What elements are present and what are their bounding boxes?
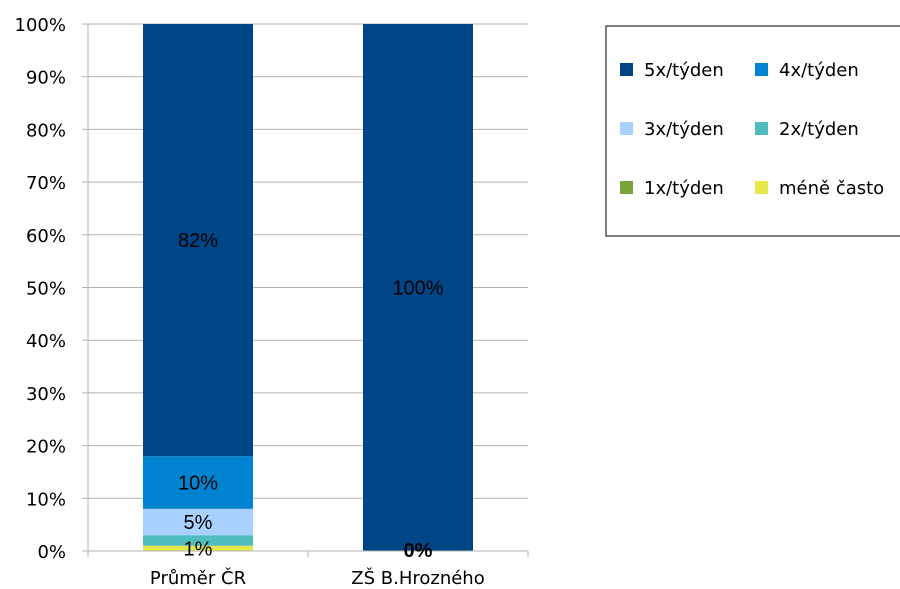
bar-segment [143, 508, 253, 536]
data-labels: 1% 5% 10% 82% 0% 100% [178, 230, 444, 562]
legend-swatch [620, 181, 633, 194]
x-category-label: ZŠ B.Hrozného [351, 567, 484, 589]
data-label: 0% [404, 540, 433, 562]
y-tick-label: 0% [37, 542, 66, 563]
y-tick-label: 100% [15, 15, 66, 36]
y-tick-label: 40% [26, 331, 66, 352]
legend: 5x/týden 4x/týden 3x/týden 2x/týden 1x/týden… [605, 25, 900, 237]
legend-swatch [755, 122, 768, 135]
y-tick-label: 20% [26, 437, 66, 458]
data-label: 82% [178, 230, 218, 252]
y-tick-label: 70% [26, 173, 66, 194]
bar-segment [143, 456, 253, 509]
legend-label: méně často [779, 178, 884, 199]
legend-swatch [755, 181, 768, 194]
bars [143, 24, 473, 551]
legend-label: 4x/týden [779, 60, 859, 81]
legend-label: 5x/týden [644, 60, 724, 81]
legend-swatch [620, 63, 633, 76]
y-axis-ticks: 0% 10% 20% 30% 40% 50% 60% 70% 80% 90% 100% [15, 15, 66, 563]
y-tick-label: 80% [26, 120, 66, 141]
y-tick-label: 50% [26, 279, 66, 300]
data-label: 100% [392, 278, 443, 300]
legend-swatch [755, 63, 768, 76]
y-tick-label: 10% [26, 489, 66, 510]
data-label: 1% [184, 538, 213, 560]
axes [87, 24, 529, 557]
data-label: 10% [178, 472, 218, 494]
bar-segment [143, 24, 253, 457]
bar-segment [143, 545, 253, 551]
y-tick-label: 60% [26, 226, 66, 247]
legend-label: 3x/týden [644, 119, 724, 140]
x-category-label: Průměr ČR [150, 567, 246, 589]
legend-label: 2x/týden [779, 119, 859, 140]
data-label: 5% [184, 512, 213, 534]
x-axis-categories: Průměr ČR ZŠ B.Hrozného [150, 567, 485, 589]
legend-swatch [620, 122, 633, 135]
bar-segment [143, 535, 253, 546]
legend-label: 1x/týden [644, 178, 724, 199]
bar-segment [363, 24, 473, 551]
legend-box [605, 25, 900, 237]
y-tick-label: 90% [26, 68, 66, 89]
y-tick-label: 30% [26, 384, 66, 405]
